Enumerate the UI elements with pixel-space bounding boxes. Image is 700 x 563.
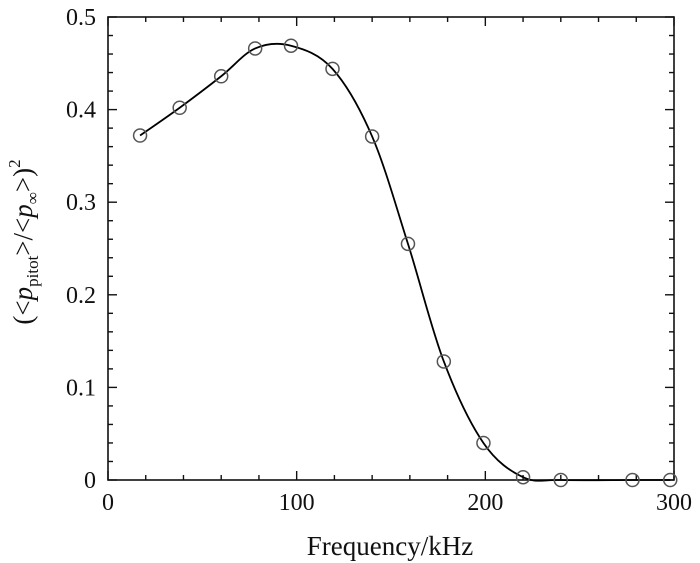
data-point: [436, 354, 452, 369]
data-point: [213, 69, 229, 84]
y-label-var1: p: [8, 287, 38, 303]
svg-text:(<ppitot>/<p∞>)2: (<ppitot>/<p∞>)2: [5, 159, 42, 324]
data-point: [132, 128, 148, 143]
data-point: [662, 472, 678, 488]
x-tick-label: 300: [656, 490, 692, 516]
series-line: [139, 42, 671, 482]
y-axis-label: (<ppitot>/<p∞>)2: [5, 159, 42, 324]
y-label-sup: 2: [5, 159, 24, 168]
axes: [107, 16, 675, 481]
data-point: [172, 100, 187, 115]
x-tick-label: 100: [279, 490, 315, 516]
data-point: [476, 435, 491, 451]
series: [132, 38, 678, 488]
y-tick-label: 0.2: [66, 283, 96, 309]
y-tick-label: 0: [84, 468, 96, 494]
y-tick-label: 0.5: [66, 5, 96, 31]
data-point: [247, 41, 263, 56]
y-label-close: >): [8, 168, 38, 192]
data-point: [400, 236, 416, 252]
plot-frame: [107, 16, 675, 481]
y-label-sub2: ∞: [23, 192, 42, 204]
data-point: [283, 38, 299, 53]
y-label-mid: >/<: [8, 218, 38, 256]
x-tick-label: 0: [102, 490, 114, 516]
x-tick-label: 200: [467, 490, 503, 516]
data-point: [625, 472, 640, 488]
tick-labels: 0 100 200 300 0 0.1 0.2 0.3 0.4 0.5: [66, 5, 692, 516]
y-tick-label: 0.1: [66, 375, 96, 401]
y-label-sub1: pitot: [23, 255, 42, 286]
data-point: [553, 472, 569, 488]
y-label-open: (<: [8, 300, 38, 324]
data-point: [325, 61, 340, 77]
data-point: [364, 129, 380, 144]
data-point: [515, 469, 531, 485]
y-tick-label: 0.4: [66, 98, 96, 124]
y-tick-label: 0.3: [66, 190, 96, 216]
x-axis-label: Frequency/kHz: [307, 531, 473, 561]
y-label-var2: p: [8, 204, 38, 220]
